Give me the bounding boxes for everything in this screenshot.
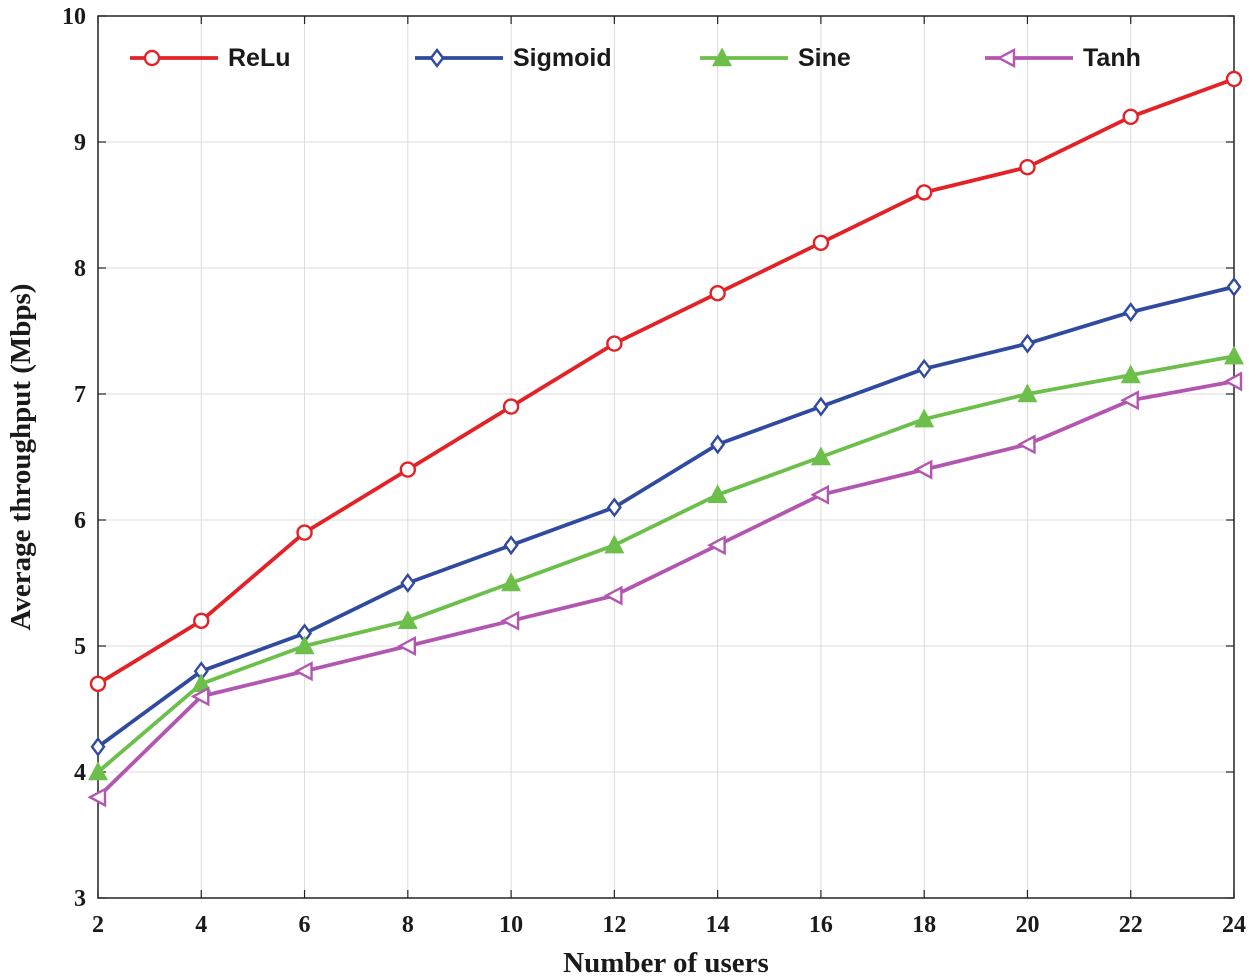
data-point-tanh <box>1223 371 1243 392</box>
legend-label: Sigmoid <box>513 44 612 72</box>
legend-marker <box>143 49 161 67</box>
series-line-sine <box>96 354 1235 774</box>
y-tick-label: 3 <box>74 886 86 912</box>
data-point-relu <box>915 184 933 201</box>
series-sine <box>88 345 1244 781</box>
data-point-relu <box>89 675 107 692</box>
legend-item-sigmoid: Sigmoid <box>415 44 612 72</box>
data-point-sigmoid <box>1226 276 1242 297</box>
data-point-sine <box>294 635 315 655</box>
data-point-relu <box>1225 70 1243 88</box>
x-tick-label: 20 <box>1015 912 1039 938</box>
data-point-relu <box>1019 158 1036 176</box>
y-tick-label: 4 <box>74 760 86 786</box>
data-point-relu <box>812 234 830 252</box>
data-point-relu <box>709 285 726 302</box>
legend-item-sine: Sine <box>700 44 851 72</box>
data-point-sigmoid <box>400 573 416 593</box>
legend-label: ReLu <box>228 44 291 72</box>
data-point-sine <box>1120 364 1141 384</box>
data-point-sine <box>810 446 831 466</box>
x-tick-label: 14 <box>706 912 730 938</box>
data-point-tanh <box>293 661 313 682</box>
x-tick-label: 24 <box>1222 912 1246 938</box>
data-point-tanh <box>810 484 830 505</box>
series-line-relu <box>97 77 1235 686</box>
data-point-sine <box>1017 383 1038 403</box>
series-lines <box>87 70 1244 808</box>
x-tick-label: 18 <box>912 912 936 938</box>
legend-marker <box>996 48 1016 68</box>
legend-marker <box>712 47 732 67</box>
data-point-relu <box>1122 108 1139 126</box>
x-tick-label: 12 <box>602 912 626 938</box>
data-point-sigmoid <box>606 497 622 518</box>
data-point-sigmoid <box>503 535 519 556</box>
data-point-tanh <box>397 636 417 656</box>
series-tanh <box>87 371 1243 808</box>
data-point-sine <box>604 534 625 554</box>
data-point-sine <box>397 610 418 629</box>
data-point-sine <box>707 484 728 503</box>
x-tick-label: 8 <box>402 912 414 938</box>
data-point-tanh <box>707 535 726 556</box>
data-point-sigmoid <box>916 358 932 379</box>
data-point-sine <box>914 408 935 428</box>
y-tick-label: 7 <box>74 382 86 408</box>
legend-label: Sine <box>798 44 851 72</box>
x-tick-label: 4 <box>195 912 207 938</box>
x-tick-label: 6 <box>299 912 311 938</box>
data-point-relu <box>193 612 210 629</box>
data-point-sine <box>88 761 108 781</box>
data-point-sigmoid <box>710 434 726 455</box>
x-tick-label: 16 <box>809 912 833 938</box>
data-point-tanh <box>190 686 210 707</box>
data-point-relu <box>296 524 313 541</box>
data-point-tanh <box>603 585 623 606</box>
legend-item-relu: ReLu <box>130 44 291 72</box>
data-point-sigmoid <box>813 396 829 417</box>
y-tick-label: 8 <box>74 256 86 282</box>
data-point-relu <box>606 335 623 352</box>
data-point-tanh <box>1016 434 1036 455</box>
data-point-sine <box>1224 345 1244 365</box>
series-relu <box>89 70 1243 692</box>
data-point-tanh <box>500 610 520 631</box>
series-line-sigmoid <box>96 285 1235 749</box>
y-tick-label: 9 <box>74 130 86 156</box>
data-point-tanh <box>87 787 107 808</box>
y-axis-title: Average throughput (Mbps) <box>5 284 37 631</box>
data-point-tanh <box>1120 390 1139 411</box>
x-axis-title: Number of users <box>563 947 769 976</box>
data-point-relu <box>502 398 520 415</box>
y-tick-label: 5 <box>74 634 86 660</box>
legend-item-tanh: Tanh <box>985 44 1141 72</box>
data-point-sigmoid <box>1019 333 1035 354</box>
legend-label: Tanh <box>1083 44 1141 72</box>
x-tick-label: 10 <box>499 912 523 938</box>
data-point-sigmoid <box>90 736 106 757</box>
series-sigmoid <box>90 276 1242 757</box>
y-tick-label: 10 <box>62 4 86 30</box>
data-point-tanh <box>913 459 933 480</box>
data-point-sigmoid <box>1123 302 1139 323</box>
data-point-sine <box>501 572 522 592</box>
plot-frame <box>97 15 1235 899</box>
x-tick-label: 22 <box>1119 912 1143 938</box>
legend: ReLu Sigmoid Sine Tanh <box>130 44 1141 72</box>
legend-marker <box>429 48 445 68</box>
x-tick-label: 2 <box>92 912 104 938</box>
y-tick-label: 6 <box>74 508 86 534</box>
series-line-tanh <box>96 379 1235 799</box>
data-point-relu <box>399 461 417 478</box>
